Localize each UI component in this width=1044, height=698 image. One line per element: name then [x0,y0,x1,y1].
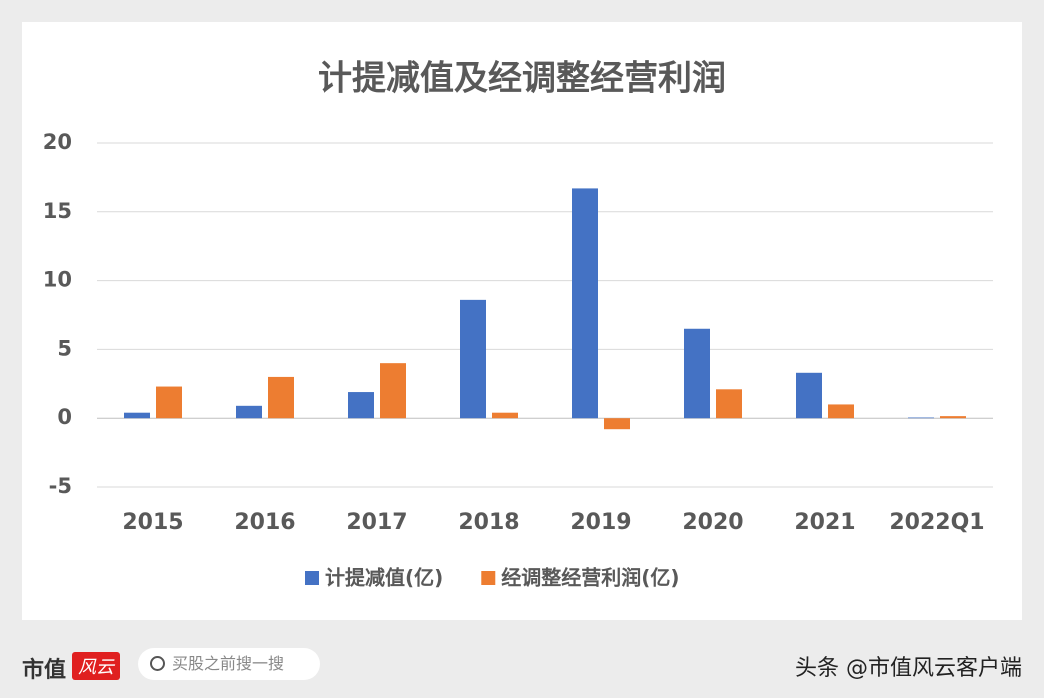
y-tick-label: -5 [49,474,72,498]
logo: 市值 [22,657,67,683]
y-tick-label: 15 [43,199,72,223]
bar [908,417,934,419]
bar [716,389,742,419]
x-tick-label: 2019 [570,510,631,535]
search-box[interactable]: 买股之前搜一搜 [138,648,320,680]
x-tick-label: 2016 [234,510,295,535]
logo-badge: 风云 [72,652,120,680]
bar [828,404,854,419]
bar [684,328,710,419]
bar [380,363,406,419]
bar [460,299,486,419]
chart: 计提减值及经调整经营利润 -5 0 5 10 15 20 2015 2016 2017 2018 2… [22,22,1022,620]
legend-label: 计提减值(亿) [325,566,443,590]
bar [940,416,966,419]
x-tick-label: 2017 [346,510,407,535]
y-tick-label: 10 [43,268,72,292]
bar [236,405,262,419]
bar [572,188,598,419]
y-tick-label: 5 [57,336,72,360]
y-tick-label: 0 [57,405,72,429]
chart-card [22,22,1022,620]
source: 头条 @市值风云客户端 [795,656,1022,681]
legend-swatch [481,571,496,585]
chart-title: 计提减值及经调整经营利润 [318,59,726,99]
bar [348,392,374,419]
x-tick-label: 2015 [122,510,183,535]
footer: 市值 风云 买股之前搜一搜 头条 @市值风云客户端 [0,630,1044,698]
bar [492,412,518,419]
x-tick-label: 2018 [458,510,519,535]
bar [796,372,822,419]
x-tick-label: 2021 [794,510,855,535]
x-tick-label: 2020 [682,510,743,535]
x-tick-label: 2022Q1 [889,510,984,535]
y-tick-label: 20 [43,130,72,154]
bar [268,376,294,419]
bar [124,412,150,419]
legend-label: 经调整经营利润(亿) [501,566,679,590]
legend-swatch [305,571,319,585]
bar [156,386,182,419]
bar [604,418,630,430]
